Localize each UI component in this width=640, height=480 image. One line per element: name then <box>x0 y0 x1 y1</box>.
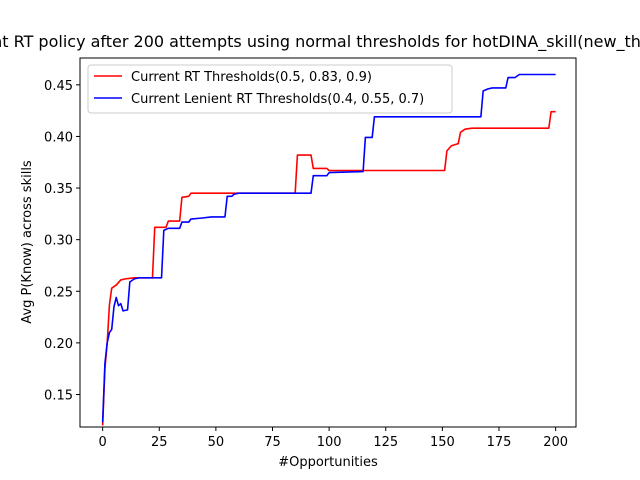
y-tick-label: 0.40 <box>44 130 73 145</box>
y-tick-label: 0.20 <box>44 337 73 352</box>
legend-box <box>87 64 453 114</box>
axes-frame <box>79 57 577 428</box>
series-line-2 <box>101 73 556 423</box>
y-tick-label: 0.30 <box>44 234 73 249</box>
y-tick-label: 0.15 <box>44 388 73 403</box>
series-lines <box>101 73 556 426</box>
x-tick-label: 50 <box>208 435 225 450</box>
legend-label-1: Current RT Thresholds(0.5, 0.83, 0.9) <box>131 70 372 85</box>
x-tick-label: 150 <box>430 435 455 450</box>
y-tick-label: 0.35 <box>44 182 73 197</box>
y-tick-label: 0.25 <box>44 285 73 300</box>
y-axis-label: Avg P(Know) across skills <box>20 160 35 324</box>
x-tick-label: 125 <box>373 435 398 450</box>
x-tick-label: 100 <box>317 435 342 450</box>
x-tick-label: 75 <box>264 435 281 450</box>
legend-label-2: Current Lenient RT Thresholds(0.4, 0.55,… <box>131 92 424 107</box>
chart-title: Student RT policy after 200 attempts usi… <box>0 32 640 52</box>
x-tick-label: 200 <box>543 435 568 450</box>
plot-area: 0 25 50 75 100 125 150 175 200 0.15 0.20 0.25 0.30 0.… <box>44 57 577 450</box>
x-tick-label: 0 <box>99 435 107 450</box>
x-tick-label: 25 <box>151 435 168 450</box>
x-tick-label: 175 <box>487 435 512 450</box>
y-tick-label: 0.45 <box>44 79 73 94</box>
legend: Current RT Thresholds(0.5, 0.83, 0.9) Cur… <box>87 64 453 114</box>
x-axis-label: #Opportunities <box>278 455 378 470</box>
